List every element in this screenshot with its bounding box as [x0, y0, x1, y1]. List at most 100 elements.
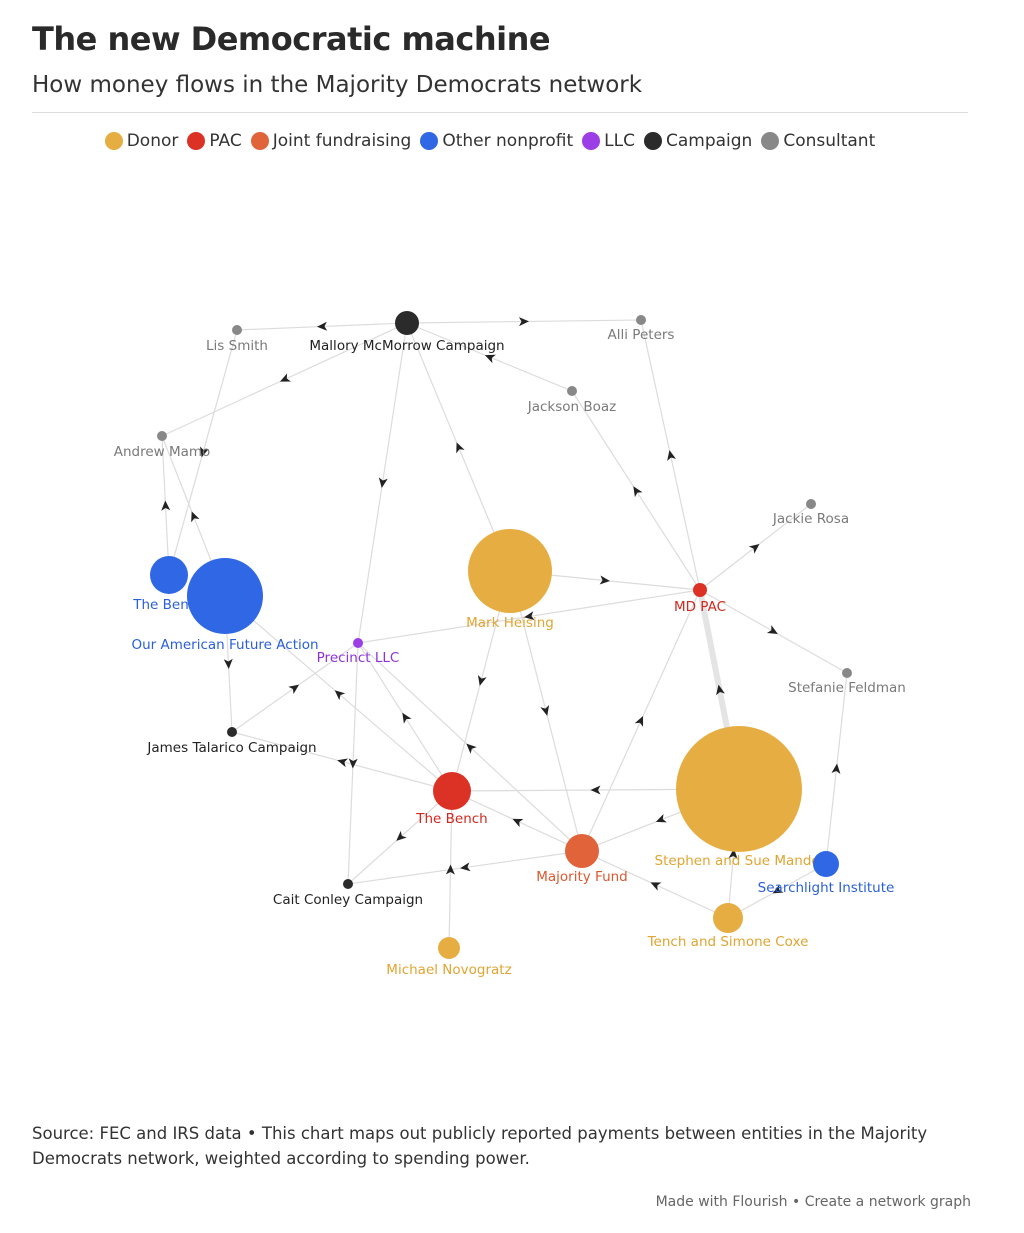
- legend-item[interactable]: Joint fundraising: [250, 131, 412, 151]
- edge-arrow: [348, 758, 358, 769]
- node[interactable]: [567, 386, 577, 396]
- edge-arrow: [766, 625, 778, 634]
- node[interactable]: [353, 638, 363, 648]
- edge-arrow: [378, 477, 388, 488]
- node-label: James Talarico Campaign: [146, 740, 316, 756]
- node[interactable]: [806, 499, 816, 509]
- legend-swatch: [420, 132, 439, 150]
- node-label: Mallory McMorrow Campaign: [309, 338, 504, 354]
- source-note: Source: FEC and IRS data • This chart ma…: [32, 1124, 928, 1168]
- legend-item[interactable]: Consultant: [761, 131, 875, 151]
- legend-swatch: [582, 132, 601, 150]
- edge-arrow: [396, 830, 407, 841]
- legend-label: PAC: [209, 131, 242, 151]
- edge-arrow: [590, 785, 601, 795]
- edge-arrow: [317, 321, 328, 331]
- edge-arrow: [484, 354, 496, 364]
- edge-arrow: [518, 317, 529, 327]
- node-label: Majority Fund: [536, 869, 628, 885]
- node[interactable]: [433, 772, 471, 810]
- edge-arrow: [161, 500, 171, 511]
- edge-arrow: [334, 690, 346, 701]
- node-label: Jackie Rosa: [772, 511, 849, 527]
- node[interactable]: [187, 558, 263, 634]
- edge-arrow: [667, 450, 676, 461]
- legend: Donor PAC Joint fundraising Other nonprofit…: [0, 131, 980, 151]
- node[interactable]: [395, 311, 419, 335]
- node[interactable]: [157, 431, 167, 441]
- node[interactable]: [676, 726, 802, 852]
- credits[interactable]: Made with Flourish • Create a network gr…: [655, 1194, 971, 1210]
- edge-arrow: [191, 511, 200, 523]
- legend-item[interactable]: Other nonprofit: [420, 131, 573, 151]
- node[interactable]: [150, 556, 188, 594]
- node-label: Alli Peters: [608, 327, 675, 343]
- edge-arrow: [460, 862, 471, 872]
- edge-arrow: [633, 486, 643, 498]
- node[interactable]: [636, 315, 646, 325]
- node-label: Searchlight Institute: [758, 880, 895, 896]
- edge-arrow: [223, 658, 233, 669]
- nodes: Mallory McMorrow Campaign Lis Smith Alli P…: [114, 311, 906, 978]
- node-label: Mark Heising: [466, 615, 554, 631]
- node[interactable]: [232, 325, 242, 335]
- edge-arrow: [772, 884, 784, 894]
- legend-item[interactable]: PAC: [187, 131, 242, 151]
- legend-label: Consultant: [783, 131, 876, 151]
- legend-swatch: [761, 132, 780, 150]
- edge-arrow: [540, 705, 550, 716]
- node-label: Tench and Simone Coxe: [647, 934, 809, 950]
- node-label: Precinct LLC: [317, 650, 400, 666]
- legend-swatch: [250, 132, 269, 150]
- node-label: The Bench: [415, 811, 488, 827]
- legend-label: Campaign: [665, 131, 753, 151]
- node-label: Cait Conley Campaign: [273, 892, 423, 908]
- title: The new Democratic machine: [32, 20, 551, 58]
- legend-swatch: [104, 132, 123, 150]
- node-label: Stefanie Feldman: [788, 680, 906, 696]
- divider: [32, 112, 968, 113]
- node[interactable]: [565, 834, 599, 868]
- node-label: Our American Future Action: [131, 637, 318, 653]
- edge-arrow: [200, 446, 209, 458]
- legend-item[interactable]: LLC: [582, 131, 635, 151]
- node[interactable]: [693, 583, 707, 597]
- node[interactable]: [842, 668, 852, 678]
- node-label: Jackson Boaz: [527, 399, 617, 415]
- edge-arrow: [456, 442, 465, 454]
- edge-arrow: [748, 543, 760, 554]
- edge-arrow: [288, 684, 300, 695]
- legend-swatch: [187, 132, 206, 150]
- node-label: The Bench: [132, 597, 205, 613]
- edge-arrow: [634, 715, 644, 727]
- edge-arrow: [831, 763, 841, 774]
- edge-arrow: [445, 864, 455, 875]
- node-label: Stephen and Sue Mandel: [655, 853, 824, 869]
- edge-arrow: [477, 675, 487, 686]
- subtitle: How money flows in the Majority Democrat…: [32, 72, 643, 98]
- node[interactable]: [438, 937, 460, 959]
- edge-arrow: [337, 758, 348, 768]
- edge-arrow: [466, 743, 477, 754]
- node[interactable]: [227, 727, 237, 737]
- node-label: Andrew Mamo: [114, 444, 211, 460]
- edge-arrow: [716, 684, 725, 696]
- legend-label: Donor: [126, 131, 179, 151]
- edge-arrow: [599, 575, 610, 585]
- edge-arrow: [650, 882, 662, 891]
- edge-arrow: [728, 848, 738, 859]
- edge-arrow: [512, 818, 524, 828]
- edge-arrow: [279, 373, 291, 382]
- legend-item[interactable]: Campaign: [643, 131, 753, 151]
- node[interactable]: [813, 851, 839, 877]
- node[interactable]: [713, 903, 743, 933]
- legend-swatch: [643, 132, 662, 150]
- node[interactable]: [468, 529, 552, 613]
- node-label: Lis Smith: [206, 338, 268, 354]
- edge-arrow: [524, 611, 535, 621]
- legend-label: Joint fundraising: [272, 131, 412, 151]
- legend-item[interactable]: Donor: [104, 131, 179, 151]
- node[interactable]: [343, 879, 353, 889]
